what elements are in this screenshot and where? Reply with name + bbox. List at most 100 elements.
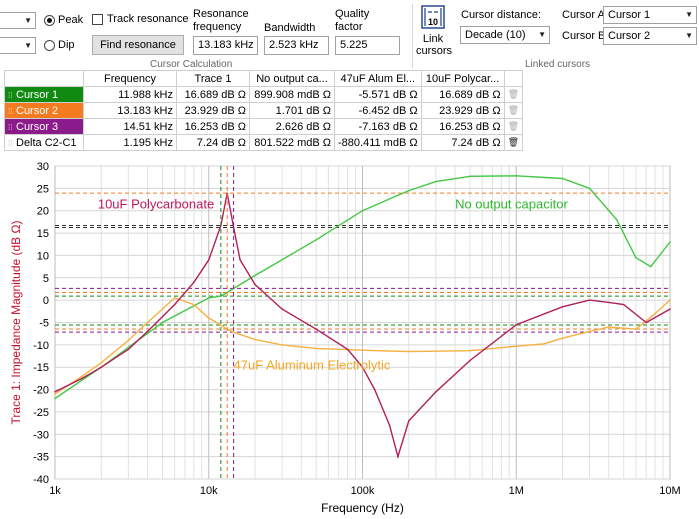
toolbar-separator <box>412 4 413 68</box>
col-header-no-output: No output ca... <box>249 70 335 87</box>
y-tick-label: -25 <box>33 407 49 419</box>
drag-handle-icon[interactable]: ⁞⁞ <box>8 122 13 132</box>
link-cursors-button[interactable]: 10 Link cursors <box>416 2 453 60</box>
drag-handle-icon[interactable]: ⁞⁞ <box>8 90 13 100</box>
data-point <box>81 377 83 380</box>
data-point <box>232 331 235 334</box>
data-point <box>588 187 591 190</box>
data-point <box>54 393 56 395</box>
chevron-down-icon: ▼ <box>685 31 693 40</box>
cursor-a-select[interactable]: Cursor 1 ▼ <box>603 6 697 24</box>
drag-handle-icon[interactable]: ⁞⁞ <box>8 106 13 116</box>
col-header-polycar: 10uF Polycar... <box>420 70 505 87</box>
x-tick-label: 100k <box>351 485 375 497</box>
data-point <box>54 397 56 400</box>
data-point <box>407 420 410 422</box>
table-row[interactable]: ⁞⁞ Delta C2-C1 1.195 kHz 7.24 dB Ω 801.522 m… <box>4 134 524 151</box>
chevron-down-icon: ▼ <box>685 10 693 19</box>
resonance-frequency-label: Resonance frequency <box>193 8 249 33</box>
data-point <box>397 455 399 458</box>
table-cell: 801.522 mdB Ω <box>249 134 335 151</box>
cursor-a-label: Cursor A <box>562 9 605 21</box>
cursor-name-cell[interactable]: ⁞⁞ Cursor 2 <box>4 102 84 119</box>
data-point <box>54 391 56 393</box>
data-point <box>361 366 364 369</box>
data-point <box>588 299 591 301</box>
track-resonance-label: Track resonance <box>107 13 189 25</box>
table-cell: 23.929 dB Ω <box>420 102 505 119</box>
table-cell: -5.571 dB Ω <box>334 86 422 103</box>
link-cursors-icon: 10 <box>421 5 445 29</box>
left-combo-2[interactable]: ▼ <box>0 37 36 54</box>
cursor-name: Cursor 3 <box>16 120 59 133</box>
data-point <box>669 241 671 243</box>
table-cell: -880.411 mdB Ω <box>334 134 422 151</box>
annotation-label: 47uF Aluminum Electrolytic <box>234 357 391 372</box>
data-point <box>635 328 637 331</box>
data-point <box>608 301 610 304</box>
delete-cursor-icon[interactable]: 🗑 <box>503 118 524 135</box>
left-combo-1[interactable]: ▼ <box>0 12 36 29</box>
y-tick-label: 15 <box>37 228 49 240</box>
chevron-down-icon: ▼ <box>538 30 546 39</box>
cursor-distance-value: Decade (10) <box>465 29 526 41</box>
cursor-name-cell[interactable]: ⁞⁞ Cursor 3 <box>4 118 84 135</box>
table-cell: -7.163 dB Ω <box>334 118 422 135</box>
data-point <box>315 238 318 241</box>
y-tick-label: -5 <box>39 318 49 330</box>
data-point <box>561 306 564 308</box>
y-tick-label: -20 <box>33 385 49 397</box>
series-line[interactable] <box>54 175 671 400</box>
data-point <box>193 281 195 284</box>
data-point <box>346 348 349 351</box>
dip-radio[interactable] <box>44 40 55 51</box>
peak-label: Peak <box>58 14 84 26</box>
col-header-alum-el: 47uF Alum El... <box>334 70 422 87</box>
link-cursors-label: Link cursors <box>416 33 453 57</box>
linked-cursors-group-label: Linked cursors <box>525 59 591 70</box>
cursor-b-label: Cursor B <box>562 30 606 42</box>
y-tick-label: -30 <box>33 429 49 441</box>
cursor-name-cell[interactable]: ⁞⁞ Delta C2-C1 <box>4 134 84 151</box>
quality-factor-field: 5.225 <box>335 36 400 55</box>
cursor-name: Delta C2-C1 <box>16 136 77 149</box>
delete-cursor-icon[interactable]: 🗑 <box>503 134 524 151</box>
data-point <box>588 330 591 333</box>
data-point <box>254 274 256 277</box>
data-point <box>207 297 210 299</box>
find-resonance-button[interactable]: Find resonance <box>92 35 184 55</box>
y-tick-label: 5 <box>43 273 49 285</box>
data-point <box>407 350 410 353</box>
y-tick-label: -40 <box>33 474 49 486</box>
data-point <box>388 424 391 427</box>
data-point <box>515 345 518 347</box>
link-icon-number: 10 <box>428 17 438 27</box>
drag-handle-icon[interactable]: ⁞⁞ <box>8 138 13 148</box>
delete-cursor-icon[interactable]: 🗑 <box>503 86 524 103</box>
y-tick-label: 25 <box>37 183 49 195</box>
cursor-distance-select[interactable]: Decade (10) ▼ <box>460 26 550 44</box>
data-point <box>515 323 518 326</box>
cursor-b-select[interactable]: Cursor 2 ▼ <box>603 27 697 45</box>
table-row[interactable]: ⁞⁞ Cursor 2 13.183 kHz 23.929 dB Ω 1.701 dB … <box>4 102 524 119</box>
table-row[interactable]: ⁞⁞ Cursor 1 11.988 kHz 16.689 dB Ω 899.908 m… <box>4 86 524 103</box>
data-point <box>127 339 130 342</box>
x-tick-label: 1k <box>49 485 61 497</box>
series-line[interactable] <box>54 193 671 460</box>
table-cell: 16.253 dB Ω <box>420 118 505 135</box>
data-point <box>161 321 164 324</box>
y-tick-label: -35 <box>33 452 49 464</box>
track-resonance-checkbox[interactable] <box>92 14 103 25</box>
table-row[interactable]: ⁞⁞ Cursor 3 14.51 kHz 16.253 dB Ω 2.626 dB Ω… <box>4 118 524 135</box>
data-point <box>561 337 564 339</box>
data-point <box>515 175 518 177</box>
delete-cursor-icon[interactable]: 🗑 <box>503 102 524 119</box>
data-point <box>654 312 656 315</box>
peak-radio[interactable] <box>44 15 55 26</box>
cursor-calculation-group-label: Cursor Calculation <box>150 59 233 70</box>
table-cell: 16.689 dB Ω <box>176 86 250 103</box>
data-point <box>645 321 647 324</box>
col-header-name <box>4 70 84 87</box>
cursor-name-cell[interactable]: ⁞⁞ Cursor 1 <box>4 86 84 103</box>
